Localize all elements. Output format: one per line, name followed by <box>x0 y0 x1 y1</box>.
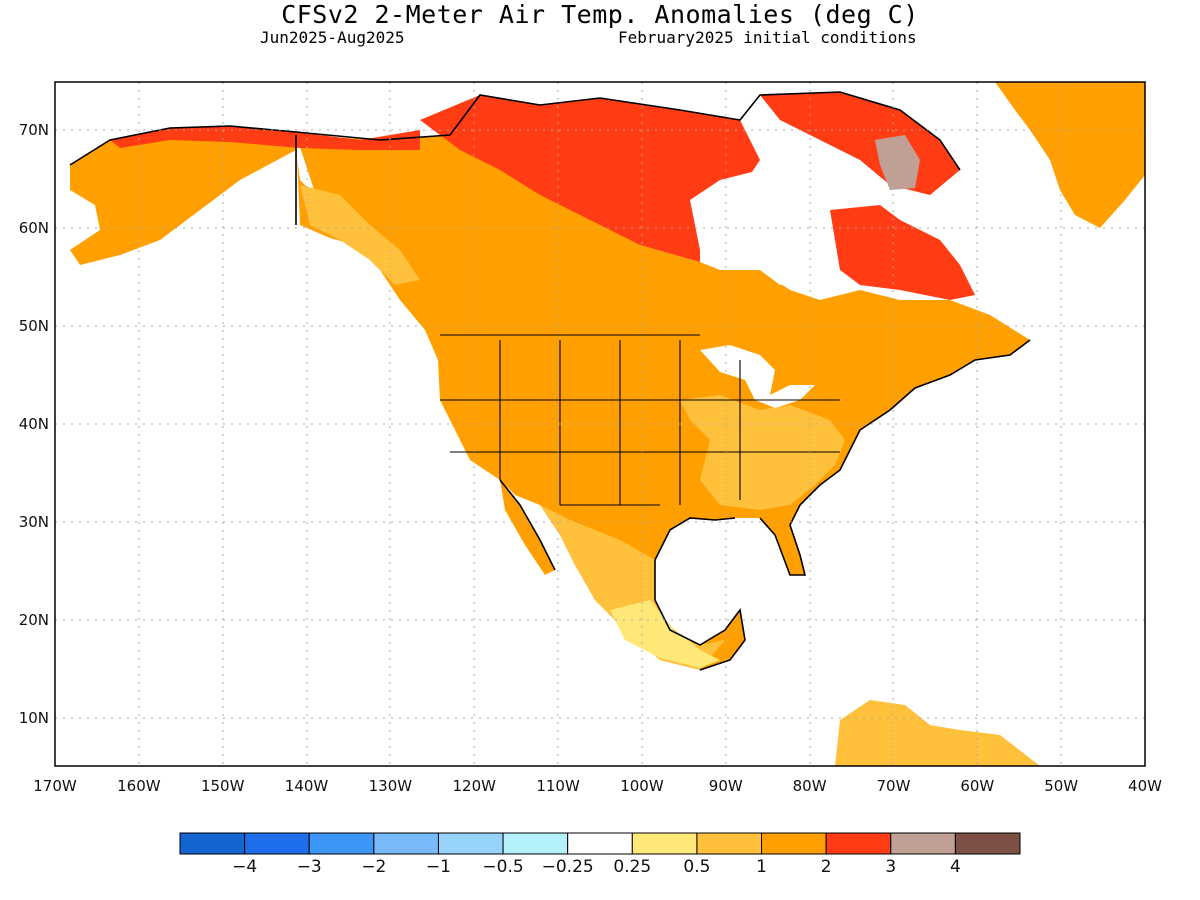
lon-label: 170W <box>33 777 77 795</box>
colorbar-swatch <box>696 832 763 855</box>
colorbar-swatch <box>954 832 1021 855</box>
lon-label: 150W <box>201 777 245 795</box>
region-north-america <box>296 135 1030 670</box>
colorbar-swatch <box>244 832 310 855</box>
lat-label: 20N <box>19 611 49 629</box>
lat-label: 70N <box>19 121 49 139</box>
lon-label: 130W <box>369 777 413 795</box>
colorbar-label: 2 <box>821 857 832 877</box>
colorbar-label: −0.5 <box>482 857 523 877</box>
longitude-labels: 170W 160W 150W 140W 130W 120W 110W 100W 90W 80W 70… <box>33 777 1162 795</box>
lon-label: 70W <box>877 777 911 795</box>
colorbar-swatch <box>308 832 375 855</box>
hudson-bay <box>690 170 810 285</box>
lat-label: 50N <box>19 317 49 335</box>
latitude-labels: 70N 60N 50N 40N 30N 20N 10N <box>19 121 49 727</box>
colorbar-label: −4 <box>232 857 257 877</box>
state-borders <box>440 334 840 506</box>
colorbar-swatch <box>567 832 633 855</box>
colorbar-label: 0.25 <box>613 857 651 877</box>
colorbar-label: 1 <box>756 857 767 877</box>
colorbar-label: −1 <box>426 857 451 877</box>
colorbar-swatch <box>502 832 569 855</box>
lat-label: 10N <box>19 709 49 727</box>
region-baja <box>500 480 555 575</box>
colorbar-labels: −4 −3 −2 −1 −0.5 −0.25 0.25 0.5 1 2 3 4 <box>232 857 961 877</box>
graticule <box>55 82 1145 766</box>
lon-label: 110W <box>536 777 580 795</box>
lon-label: 80W <box>793 777 827 795</box>
region-greenland <box>995 82 1145 228</box>
lat-label: 30N <box>19 513 49 531</box>
region-north-coast-hot <box>110 126 420 150</box>
colorbar-swatch <box>631 832 698 855</box>
colorbar <box>179 832 1021 855</box>
colorbar-label: −0.25 <box>542 857 594 877</box>
region-baffin-hot <box>760 92 960 195</box>
map-title: CFSv2 2-Meter Air Temp. Anomalies (deg C… <box>281 0 919 29</box>
region-yucatan-light <box>610 600 720 668</box>
lon-label: 100W <box>620 777 664 795</box>
colorbar-swatch <box>825 832 892 855</box>
colorbar-label: −2 <box>361 857 386 877</box>
lon-label: 120W <box>452 777 496 795</box>
coastline <box>69 91 1031 671</box>
region-south-america <box>835 700 1040 766</box>
lon-label: 50W <box>1044 777 1078 795</box>
colorbar-label: 0.5 <box>683 857 710 877</box>
region-quebec-hot <box>830 205 975 300</box>
lat-label: 40N <box>19 415 49 433</box>
region-cuba <box>775 580 880 615</box>
lon-label: 90W <box>709 777 743 795</box>
great-lakes <box>700 345 815 408</box>
colorbar-swatch <box>437 832 504 855</box>
colorbar-swatch <box>890 832 956 855</box>
lon-label: 60W <box>960 777 994 795</box>
initial-conditions: February2025 initial conditions <box>618 28 917 47</box>
lat-label: 60N <box>19 219 49 237</box>
colorbar-swatch <box>373 832 439 855</box>
colorbar-label: −3 <box>297 857 322 877</box>
colorbar-label: 4 <box>950 857 961 877</box>
region-canada-hot <box>420 95 760 262</box>
region-mexico-moderate <box>540 505 725 670</box>
map-frame <box>54 81 1146 767</box>
lon-label: 140W <box>285 777 329 795</box>
region-very-hot <box>875 135 920 190</box>
colorbar-swatch <box>761 832 827 855</box>
lon-label: 40W <box>1128 777 1162 795</box>
colorbar-label: 3 <box>885 857 896 877</box>
lon-label: 160W <box>117 777 161 795</box>
colorbar-swatch <box>179 832 246 855</box>
forecast-period: Jun2025-Aug2025 <box>260 28 405 47</box>
region-alaska <box>70 126 330 265</box>
